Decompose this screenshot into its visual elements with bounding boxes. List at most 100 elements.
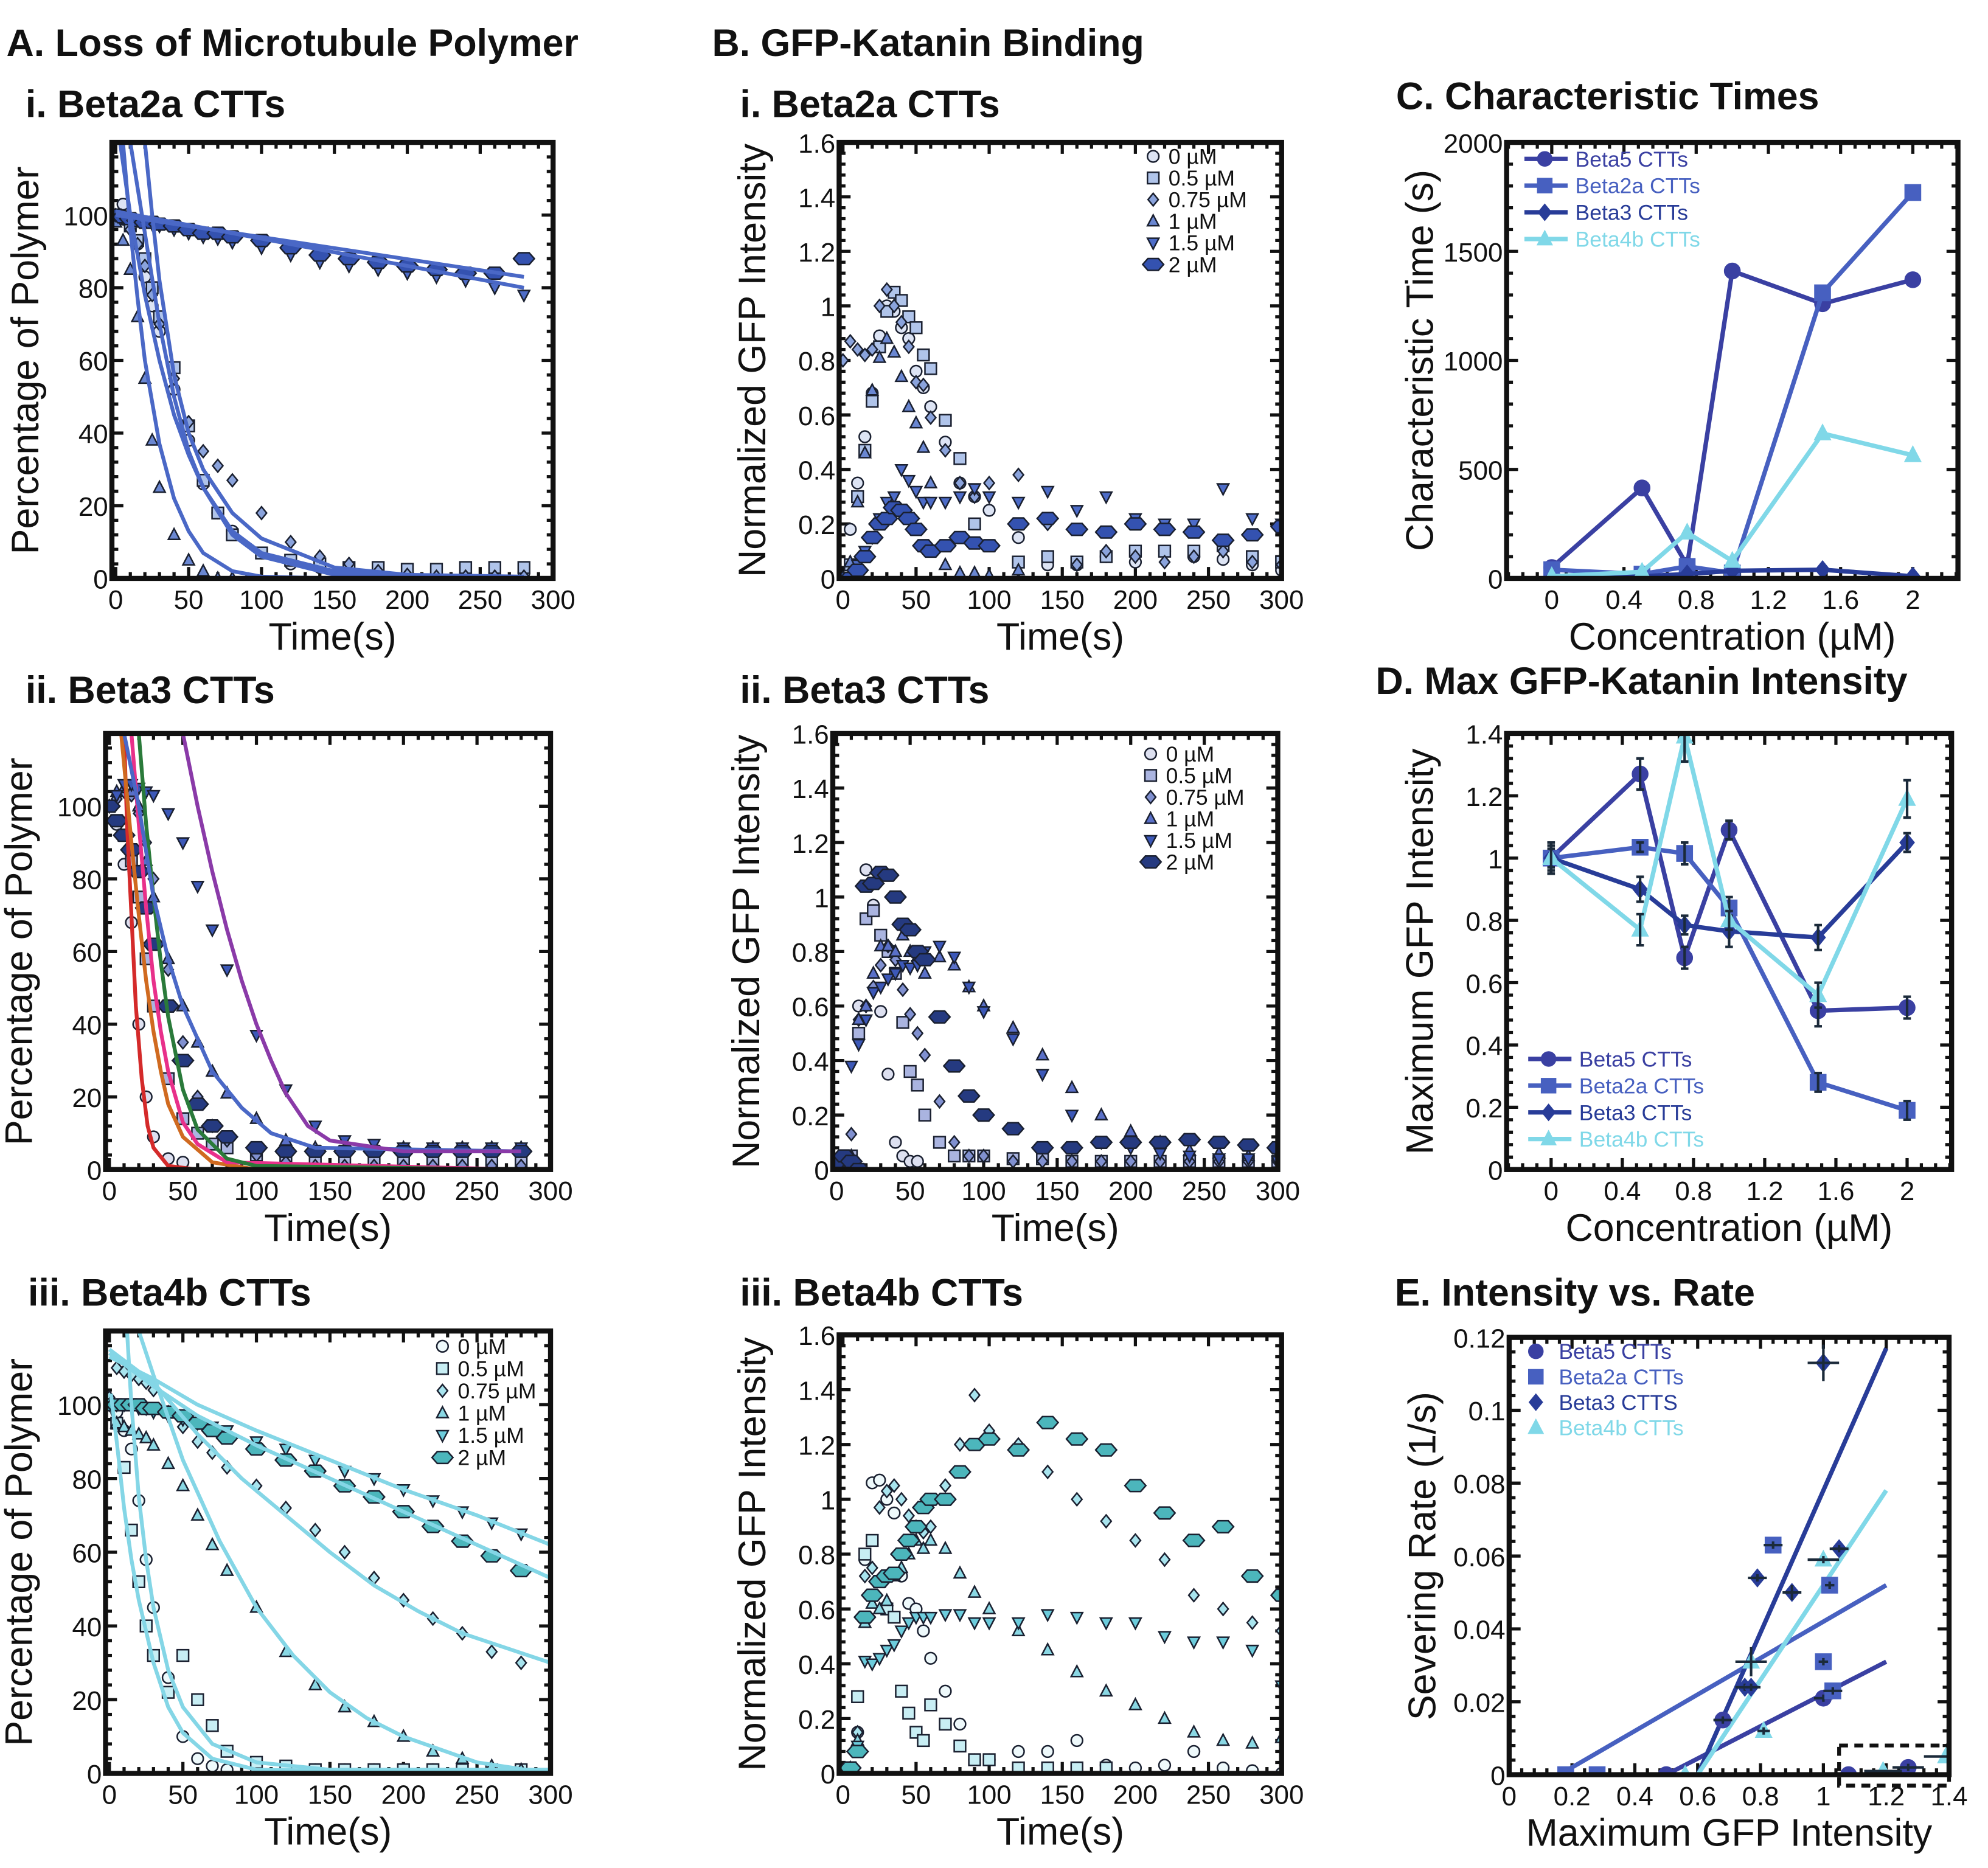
- plot-area: [1542, 733, 1916, 1121]
- data-point: [105, 814, 128, 828]
- legend-marker: [1527, 1369, 1544, 1385]
- plot-area: [111, 142, 536, 578]
- data-point: [884, 890, 907, 904]
- y-tick-label: 20: [72, 1083, 102, 1113]
- data-point: [913, 953, 937, 967]
- y-axis-label: Characteristic Time (s): [1399, 170, 1441, 551]
- legend-item: 2 µM: [1141, 252, 1217, 277]
- y-tick-label: 0.4: [1465, 1032, 1503, 1061]
- data-point: [1065, 1432, 1089, 1446]
- data-point: [1041, 1464, 1054, 1480]
- data-point: [1240, 1569, 1264, 1583]
- fit-curve: [108, 1355, 551, 1547]
- data-point: [923, 475, 938, 488]
- data-point: [1245, 513, 1260, 527]
- y-tick-label: 20: [72, 1686, 102, 1716]
- plot-frame: [830, 731, 1281, 1172]
- data-point: [873, 1500, 886, 1515]
- legend-marker: [435, 1404, 450, 1418]
- data-point: [284, 534, 297, 550]
- legend-label: Beta5 CTTs: [1579, 1047, 1692, 1071]
- x-axis-label: Concentration (µM): [1569, 616, 1896, 658]
- data-point: [1001, 1122, 1025, 1136]
- x-tick-label: 250: [1186, 1780, 1231, 1810]
- data-point: [131, 1426, 146, 1440]
- data-point: [858, 445, 872, 459]
- data-point: [1158, 554, 1171, 570]
- data-point: [1270, 519, 1282, 533]
- series-line: [1549, 736, 1910, 999]
- legend-marker: [436, 1362, 450, 1375]
- y-tick-label: 0.02: [1453, 1688, 1505, 1718]
- data-point: [1678, 523, 1697, 540]
- data-point: [1904, 271, 1922, 288]
- data-point: [1006, 1033, 1020, 1047]
- legend-item: Beta3 CTTs: [1524, 201, 1688, 225]
- y-axis-label: Normalized GFP Intensity: [725, 734, 768, 1168]
- x-tick-label: 150: [308, 1780, 352, 1810]
- data-point: [308, 1677, 322, 1690]
- x-tick-label: 300: [1259, 585, 1304, 615]
- data-point: [923, 1611, 938, 1625]
- data-point: [1157, 1710, 1172, 1724]
- data-point: [924, 362, 937, 375]
- x-tick-label: 1: [1816, 1782, 1830, 1811]
- data-point: [978, 539, 1001, 553]
- data-point: [338, 1544, 351, 1560]
- legend-item: 1.5 µM: [1146, 231, 1235, 255]
- x-axis-label: Time(s): [269, 616, 397, 658]
- panel-a-title: A. Loss of Microtubule Polymer: [7, 22, 579, 64]
- data-point: [962, 1148, 975, 1164]
- x-tick-label: 0.8: [1742, 1782, 1779, 1811]
- legend-label: 1 µM: [1169, 209, 1217, 234]
- y-tick-label: 0.8: [798, 1541, 835, 1571]
- data-point: [1007, 1443, 1030, 1457]
- y-axis-label: Normalized GFP Intensity: [731, 1337, 774, 1771]
- fit-curve: [115, 213, 524, 279]
- data-point: [1040, 485, 1055, 499]
- data-point: [881, 938, 895, 952]
- data-point: [858, 347, 871, 363]
- legend-item: Beta2a CTTs: [1527, 1365, 1684, 1389]
- legend-label: 1 µM: [457, 1401, 506, 1426]
- data-point: [176, 1035, 189, 1050]
- legend-label: 0.75 µM: [1166, 785, 1245, 810]
- y-tick-label: 1.4: [792, 774, 829, 804]
- data-point: [1065, 523, 1089, 536]
- y-tick-label: 1.6: [792, 720, 829, 750]
- data-point: [485, 1644, 498, 1659]
- data-point: [968, 517, 981, 530]
- data-point: [191, 1752, 204, 1765]
- x-tick-label: 50: [168, 1176, 198, 1206]
- data-point: [866, 342, 878, 357]
- data-point: [220, 1563, 234, 1576]
- data-point: [888, 1610, 901, 1624]
- legend-label: 0.5 µM: [457, 1356, 524, 1381]
- data-point: [1011, 562, 1026, 576]
- x-tick-label: 300: [531, 585, 575, 615]
- data-point: [1100, 1513, 1113, 1529]
- data-point: [1723, 262, 1741, 280]
- plot-area: [832, 863, 1278, 1170]
- data-point: [902, 1617, 916, 1631]
- legend-item: 1.5 µM: [1144, 828, 1232, 853]
- data-point: [1814, 284, 1831, 302]
- y-tick-label: 1500: [1444, 238, 1503, 268]
- data-point: [953, 1565, 967, 1579]
- y-tick-label: 0: [821, 1760, 835, 1790]
- legend-label: 1 µM: [1166, 807, 1215, 831]
- data-point: [938, 1609, 953, 1623]
- x-tick-label: 250: [1186, 585, 1231, 615]
- plot-area: [839, 282, 1282, 578]
- y-tick-label: 60: [78, 347, 108, 377]
- data-point: [851, 1690, 864, 1703]
- data-point: [1099, 491, 1113, 505]
- legend-label: Beta3 CTTS: [1559, 1391, 1677, 1415]
- y-axis-label: Percentage of Polymer: [0, 758, 40, 1146]
- x-tick-label: 250: [458, 585, 502, 615]
- data-point: [1119, 1135, 1142, 1149]
- data-point: [903, 962, 917, 976]
- x-tick-label: 100: [239, 585, 283, 615]
- plot-area: [105, 733, 533, 1170]
